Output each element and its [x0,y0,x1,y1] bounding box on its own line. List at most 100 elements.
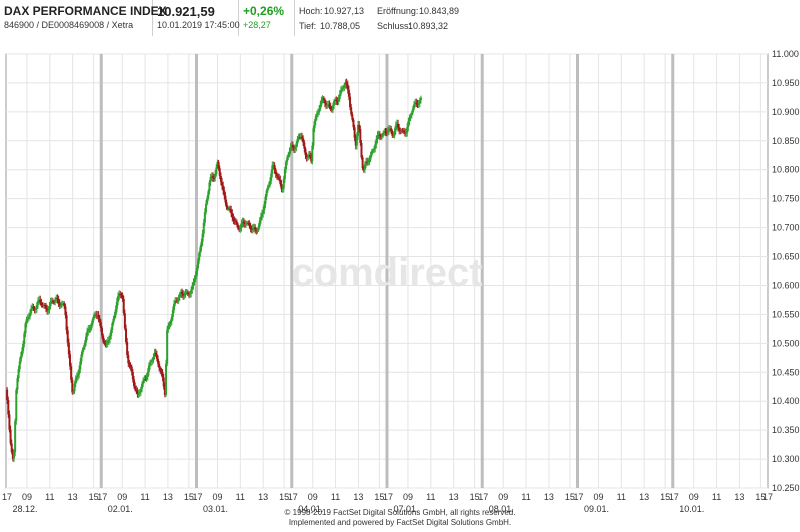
candle-body [250,229,253,231]
candle-body [263,204,266,211]
candle-body [159,367,162,371]
candle-body [96,315,99,317]
candle-body [178,293,181,298]
candle-body [135,389,138,392]
candle-body [50,300,53,302]
x-hour-label: 11 [521,492,530,502]
candle-body [67,342,70,355]
x-date-label: 04.01. [298,504,323,514]
candle-body [373,148,376,151]
candle-body [219,175,222,182]
candle-body [297,137,300,139]
candle-body [293,147,296,150]
candle-body [358,124,361,130]
candle-body [69,354,72,367]
candle-body [41,305,44,307]
candle-body [64,306,67,316]
candle-body [278,177,281,180]
x-hour-label: 09 [593,492,603,502]
candle-body [181,291,184,294]
candle-body [112,318,115,324]
candle-body [59,305,62,307]
candle-body [80,354,83,362]
candle-body [168,323,171,326]
candle-body [330,109,333,111]
change-absolute: +28,27 [243,20,271,30]
candle-body [338,94,341,99]
candle-body [413,104,416,109]
x-hour-label: 17 [763,492,773,502]
candle-body [161,372,164,378]
candle-body [280,184,283,190]
candle-body [123,313,126,329]
candle-body [82,346,85,350]
x-hour-label: 17 [192,492,202,502]
candle-body [119,293,122,295]
candle-body [416,103,419,105]
candle-body [400,130,403,132]
candle-body [22,343,25,351]
low-value: 10.788,05 [320,21,361,31]
candle-body [15,389,18,421]
x-hour-label: 11 [617,492,626,502]
candle-body [360,142,363,158]
x-hour-label: 09 [403,492,413,502]
candle-body [7,399,10,415]
candle-body [114,309,117,316]
candle-body [285,161,288,170]
candle-body [405,132,408,134]
candle-body [227,208,230,210]
candle-body [256,230,259,232]
low-label: Tief: [299,21,317,31]
candle-body [257,226,260,231]
candle-body [217,161,220,169]
candle-body [337,98,340,102]
candle-body [355,135,358,146]
candle-body [151,360,154,362]
candle-body [242,221,245,223]
candle-body [399,130,402,132]
x-hour-label: 09 [308,492,318,502]
candle-body [194,274,197,280]
candle-body [125,328,128,342]
candle-body [216,161,219,168]
candle-body [319,104,322,110]
x-date-label: 28.12. [13,504,38,514]
candle-body [353,127,356,138]
candle-body [101,328,104,336]
candle-body [199,247,202,254]
candle-body [43,304,46,306]
candle-body [65,315,68,331]
candle-body [406,127,409,133]
candle-body [25,319,28,324]
candle-body [182,293,185,297]
candle-body [107,339,110,341]
x-hour-label: 13 [353,492,363,502]
candle-body [177,297,180,301]
candle-body [311,145,314,162]
candle-body [26,317,29,320]
candle-body [179,291,182,294]
candle-body [97,315,100,319]
candle-body [174,301,177,304]
candle-body [264,196,267,205]
candle-body [74,378,77,384]
candle-body [169,321,172,324]
candle-body [34,308,37,310]
candle-body [133,379,136,387]
candle-body [176,300,179,302]
x-hour-label: 17 [669,492,679,502]
candle-body [374,144,377,149]
candle-body [138,391,141,394]
x-date-label: 08.01. [489,504,514,514]
candle-body [392,135,395,137]
candle-body [382,132,385,136]
candle-body [183,295,186,297]
candle-body [88,328,91,330]
candle-body [281,188,284,190]
candle-body [27,316,30,318]
candle-body [286,157,289,162]
x-hour-label: 17 [288,492,298,502]
x-hour-label: 13 [258,492,268,502]
